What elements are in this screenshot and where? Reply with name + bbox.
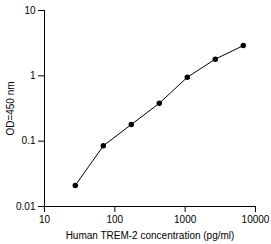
svg-text:1: 1 [30, 70, 36, 81]
svg-text:0.1: 0.1 [22, 135, 36, 146]
svg-text:100: 100 [106, 214, 123, 225]
svg-text:10: 10 [39, 214, 51, 225]
svg-text:Human TREM-2 concentration (pg: Human TREM-2 concentration (pg/ml) [66, 230, 235, 241]
svg-text:10: 10 [24, 5, 36, 16]
svg-text:0.01: 0.01 [16, 201, 36, 212]
svg-text:1000: 1000 [174, 214, 197, 225]
svg-text:OD=450 nm: OD=450 nm [5, 81, 16, 135]
svg-text:10000: 10000 [242, 214, 270, 225]
